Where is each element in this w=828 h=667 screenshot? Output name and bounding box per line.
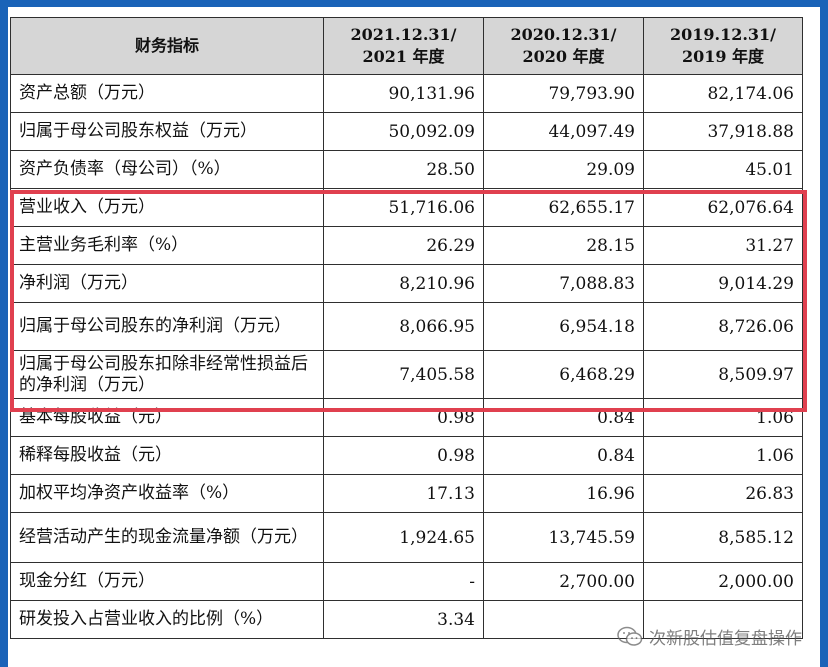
table-row: 归属于母公司股东权益（万元） 50,092.09 44,097.49 37,91… xyxy=(10,112,803,151)
row-label: 基本每股收益（元） xyxy=(10,398,324,437)
cell-2020: 13,745.59 xyxy=(483,512,644,563)
row-label: 资产负债率（母公司）（%） xyxy=(10,150,324,189)
cell-2021: - xyxy=(323,562,484,601)
table-row: 经营活动产生的现金流量净额（万元） 1,924.65 13,745.59 8,5… xyxy=(10,512,803,563)
header-2019: 2019.12.31/ 2019 年度 xyxy=(643,17,803,75)
cell-2020: 0.84 xyxy=(483,398,644,437)
watermark-text: 次新股估值复盘操作 xyxy=(649,629,802,649)
cell-2020: 0.84 xyxy=(483,436,644,475)
cell-2020 xyxy=(483,600,644,639)
cell-2019: 1.06 xyxy=(643,398,803,437)
table-row: 净利润（万元） 8,210.96 7,088.83 9,014.29 xyxy=(10,264,803,303)
cell-2020: 79,793.90 xyxy=(483,74,644,113)
table-row: 归属于母公司股东扣除非经常性损益后的净利润（万元） 7,405.58 6,468… xyxy=(10,350,803,399)
row-label: 净利润（万元） xyxy=(10,264,324,303)
wechat-icon xyxy=(617,626,643,646)
cell-2019: 62,076.64 xyxy=(643,188,803,227)
cell-2021: 17.13 xyxy=(323,474,484,513)
row-label: 营业收入（万元） xyxy=(10,188,324,227)
table-row: 主营业务毛利率（%） 26.29 28.15 31.27 xyxy=(10,226,803,265)
row-label: 归属于母公司股东扣除非经常性损益后的净利润（万元） xyxy=(10,350,324,399)
row-label: 稀释每股收益（元） xyxy=(10,436,324,475)
cell-2020: 62,655.17 xyxy=(483,188,644,227)
header-indicator: 财务指标 xyxy=(10,17,324,75)
cell-2021: 7,405.58 xyxy=(323,350,484,399)
cell-2021: 1,924.65 xyxy=(323,512,484,563)
cell-2021: 26.29 xyxy=(323,226,484,265)
row-label: 现金分红（万元） xyxy=(10,562,324,601)
cell-2019: 8,509.97 xyxy=(643,350,803,399)
cell-2021: 8,210.96 xyxy=(323,264,484,303)
cell-2019: 9,014.29 xyxy=(643,264,803,303)
table-row: 归属于母公司股东的净利润（万元） 8,066.95 6,954.18 8,726… xyxy=(10,302,803,351)
cell-2019: 8,585.12 xyxy=(643,512,803,563)
table-row: 营业收入（万元） 51,716.06 62,655.17 62,076.64 xyxy=(10,188,803,227)
cell-2020: 6,954.18 xyxy=(483,302,644,351)
cell-2020: 44,097.49 xyxy=(483,112,644,151)
row-label: 加权平均净资产收益率（%） xyxy=(10,474,324,513)
row-label: 主营业务毛利率（%） xyxy=(10,226,324,265)
row-label: 研发投入占营业收入的比例（%） xyxy=(10,600,324,639)
cell-2021: 50,092.09 xyxy=(323,112,484,151)
cell-2021: 28.50 xyxy=(323,150,484,189)
cell-2021: 0.98 xyxy=(323,398,484,437)
cell-2019: 2,000.00 xyxy=(643,562,803,601)
cell-2019 xyxy=(643,600,803,639)
watermark: 次新股估值复盘操作 xyxy=(617,624,802,649)
table-row: 加权平均净资产收益率（%） 17.13 16.96 26.83 xyxy=(10,474,803,513)
table-row: 基本每股收益（元） 0.98 0.84 1.06 xyxy=(10,398,803,437)
cell-2019: 45.01 xyxy=(643,150,803,189)
cell-2021: 90,131.96 xyxy=(323,74,484,113)
cell-2020: 16.96 xyxy=(483,474,644,513)
cell-2021: 3.34 xyxy=(323,600,484,639)
header-2021: 2021.12.31/ 2021 年度 xyxy=(323,17,484,75)
cell-2021: 8,066.95 xyxy=(323,302,484,351)
cell-2019: 1.06 xyxy=(643,436,803,475)
cell-2021: 0.98 xyxy=(323,436,484,475)
cell-2020: 6,468.29 xyxy=(483,350,644,399)
cell-2019: 8,726.06 xyxy=(643,302,803,351)
cell-2019: 31.27 xyxy=(643,226,803,265)
cell-2019: 26.83 xyxy=(643,474,803,513)
table-row: 现金分红（万元） - 2,700.00 2,000.00 xyxy=(10,562,803,601)
cell-2020: 29.09 xyxy=(483,150,644,189)
table-row: 资产负债率（母公司）（%） 28.50 29.09 45.01 xyxy=(10,150,803,189)
table-row: 研发投入占营业收入的比例（%） 3.34 xyxy=(10,600,803,639)
row-label: 经营活动产生的现金流量净额（万元） xyxy=(10,512,324,563)
table-header-row: 财务指标 2021.12.31/ 2021 年度 2020.12.31/ 202… xyxy=(10,17,803,75)
financial-indicators-table: 财务指标 2021.12.31/ 2021 年度 2020.12.31/ 202… xyxy=(10,17,803,639)
table-row: 资产总额（万元） 90,131.96 79,793.90 82,174.06 xyxy=(10,74,803,113)
row-label: 资产总额（万元） xyxy=(10,74,324,113)
cell-2019: 37,918.88 xyxy=(643,112,803,151)
row-label: 归属于母公司股东权益（万元） xyxy=(10,112,324,151)
cell-2020: 2,700.00 xyxy=(483,562,644,601)
table-row: 稀释每股收益（元） 0.98 0.84 1.06 xyxy=(10,436,803,475)
cell-2021: 51,716.06 xyxy=(323,188,484,227)
cell-2020: 7,088.83 xyxy=(483,264,644,303)
header-2020: 2020.12.31/ 2020 年度 xyxy=(483,17,644,75)
row-label: 归属于母公司股东的净利润（万元） xyxy=(10,302,324,351)
cell-2020: 28.15 xyxy=(483,226,644,265)
cell-2019: 82,174.06 xyxy=(643,74,803,113)
